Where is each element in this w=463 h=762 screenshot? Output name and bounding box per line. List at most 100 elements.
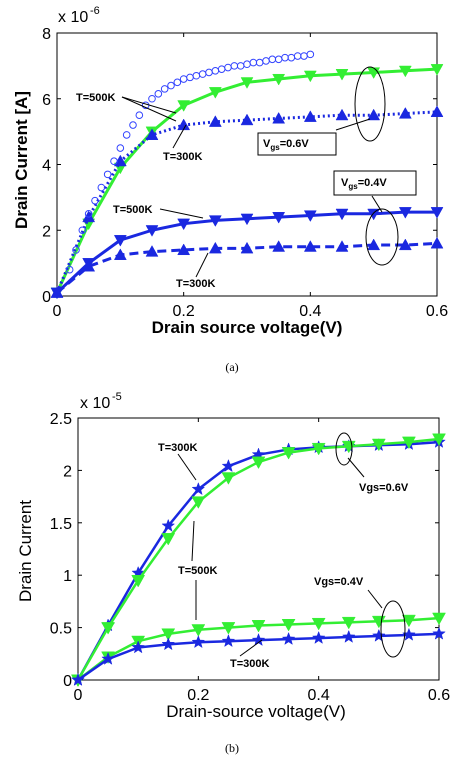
chart-a-ellipse-vgs06: [354, 66, 386, 142]
chart-a-series-3-point: [145, 245, 159, 257]
chart-b-y-tick-label: 1: [63, 568, 72, 585]
chart-a-series-3-point: [398, 238, 412, 251]
chart-b-x-axis-label: Drain-source voltage(V): [166, 702, 346, 721]
chart-b-x-tick-label: 0: [74, 687, 83, 704]
chart-b-y-tick-label: 1.5: [50, 516, 72, 533]
chart-a-series-3-point: [367, 238, 381, 251]
chart-b-annotation-vgs06: Vgs=0.6V: [359, 482, 409, 494]
chart-a-series-0-point: [208, 87, 222, 99]
chart-a-annotation-t300-bot: T=300K: [176, 278, 215, 290]
chart-a-series-4-point: [306, 50, 315, 59]
chart-a-annotation-t500-top: T=500K: [76, 92, 115, 104]
chart-b-series-3-point: [341, 629, 356, 643]
chart-a-series-4-point: [72, 246, 80, 254]
chart-b-series-2-point: [432, 612, 446, 626]
chart-b-series-2-point: [161, 628, 176, 641]
chart-a-y-tick-label: 0: [42, 289, 51, 306]
chart-b-annotation-t300-bot: T=300K: [230, 658, 269, 670]
chart-a-y-tick-label: 8: [42, 26, 51, 43]
chart-a-series-4-point: [65, 265, 74, 274]
chart-a-series-4-point: [173, 78, 182, 87]
chart-a-series-4-point: [116, 144, 125, 152]
chart-a-x-tick-label: 0: [53, 303, 62, 320]
chart-b-series-2-point: [191, 624, 206, 637]
chart-b-annotation-t300-top: T=300K: [158, 442, 197, 454]
chart-a-series-1-point: [367, 108, 381, 121]
chart-a-series-4-point: [84, 210, 93, 218]
chart-b-ellipse-vgs06: [335, 432, 353, 466]
chart-b-y-tick-label: 0.5: [50, 621, 72, 638]
chart-b-arrow-t300-bot: [239, 639, 263, 657]
chart-a-series-0-point: [398, 65, 412, 78]
chart-a-annotation-t500-mid: T=500K: [113, 204, 152, 216]
chart-a-series-0-point: [303, 70, 317, 83]
chart-b-series-2-point: [281, 619, 296, 632]
chart-b-series-1-point: [371, 438, 386, 452]
chart-b-series-1-point: [401, 436, 416, 450]
chart-a-series-0-point: [272, 73, 286, 86]
chart-a-y-tick-label: 2: [42, 223, 51, 240]
chart-a-series-3-point: [303, 240, 317, 252]
chart-b-series-1-point: [432, 433, 446, 446]
chart-a-series-3-point: [208, 241, 222, 254]
chart-b-series-3-point: [432, 626, 446, 640]
chart-a-series-4-point: [154, 90, 163, 98]
chart-b-series-3-point: [191, 635, 206, 649]
chart-b-series-3-point: [71, 672, 85, 686]
chart-a-series-4-point: [129, 121, 137, 129]
chart-a-series-2-point: [398, 207, 412, 219]
chart-a-series-2-point: [145, 225, 159, 237]
chart-b-annotation-t500: T=500K: [178, 565, 217, 577]
chart-a-series-3-point: [82, 259, 96, 272]
chart-a-series-4-point: [160, 85, 169, 93]
chart-a-series-2-point: [272, 212, 286, 224]
chart-a-arrow-t300-bot: [195, 252, 209, 278]
chart-a-series-1-point: [82, 210, 96, 223]
chart-b-series-1-point: [161, 533, 176, 546]
chart-a-series-4-point: [167, 81, 175, 90]
chart-a-series-1-point: [398, 107, 412, 119]
chart-a: 0 0.2 0.4 0.6 0 2 4 6 8 x 10 -6 Drain source vol…: [12, 5, 448, 374]
chart-a-series-3-point: [177, 243, 191, 256]
chart-a-series-0-point: [430, 64, 444, 76]
chart-a-series-2-point: [208, 215, 222, 227]
chart-b-series-3-point: [221, 634, 236, 648]
chart-a-series-0-point: [240, 77, 254, 89]
chart-a-annotation-vgs04: Vgs=0.4V: [341, 177, 387, 191]
chart-a-arrow-t500-top-1: [121, 96, 177, 114]
chart-b-annotation-vgs04: Vgs=0.4V: [314, 576, 364, 588]
chart-b-arrow-vgs04: [367, 589, 383, 609]
chart-b-series-3-point: [402, 627, 416, 641]
chart-b-caption: (b): [225, 741, 239, 755]
chart-a-series-4-point: [103, 170, 112, 179]
chart-b-arrow-t300-top: [177, 453, 197, 481]
chart-b-ellipse-vgs04: [380, 600, 406, 658]
chart-a-series-4-point: [97, 183, 106, 192]
chart-a-y-multiplier: x 10: [58, 9, 88, 26]
chart-b-series-0-point: [161, 518, 176, 532]
chart-b-y-tick-label: 2.5: [50, 411, 72, 428]
chart-a-arrow-t500-mid: [159, 208, 204, 219]
chart-a-y-axis-label: Drain Current [A]: [12, 91, 31, 229]
chart-b-series-1-point: [191, 496, 206, 509]
chart-b-series-2-point: [401, 614, 416, 628]
chart-a-arrow-t300-top: [172, 124, 187, 149]
chart-a-series-2-point: [430, 207, 444, 219]
chart-b-x-tick-label: 0.6: [428, 687, 450, 704]
chart-b-series-3-point: [371, 628, 386, 642]
chart-a-series-0-point: [177, 100, 191, 112]
chart-a-series-2-point: [240, 213, 254, 226]
chart-a-series-4-point: [78, 226, 87, 235]
chart-a-ellipse-vgs04: [365, 208, 399, 266]
chart-a-series-1-point: [208, 115, 222, 127]
chart-b-x-tick-label: 0.4: [308, 687, 330, 704]
chart-a-series-1-point: [272, 111, 286, 124]
chart-b-y-axis-label: Drain Current: [16, 500, 35, 602]
chart-a-series-4-point: [91, 196, 99, 205]
chart-a-series-3-point: [240, 241, 254, 254]
chart-a-arrow-t500-top-2: [121, 96, 177, 122]
chart-b-series-3-point: [311, 630, 326, 644]
chart-a-vgs06-box: [257, 132, 337, 156]
chart-a-series-2-point: [303, 210, 317, 222]
